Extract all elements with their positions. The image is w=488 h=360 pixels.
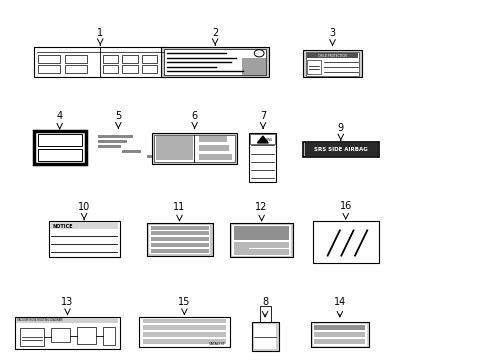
Bar [139,317,229,347]
Bar [34,47,166,77]
Bar [38,55,60,63]
Bar [143,325,225,330]
Text: 10: 10 [78,202,90,212]
Bar [122,55,138,63]
Bar [20,328,44,346]
Text: 6: 6 [191,111,197,121]
Bar [233,242,289,255]
Bar [310,322,368,347]
Text: WARNING: WARNING [259,138,272,143]
Text: 9: 9 [337,123,343,133]
Text: SRS SIDE AIRBAG: SRS SIDE AIRBAG [314,147,367,152]
Bar [251,322,278,351]
Bar [303,142,378,157]
Text: 5: 5 [115,111,121,121]
Text: VACUUM HOSE ROUTING DIAGRAM: VACUUM HOSE ROUTING DIAGRAM [17,318,62,322]
Bar [229,223,293,257]
Text: 4: 4 [57,111,62,121]
Bar [65,55,87,63]
Text: 15: 15 [178,297,190,307]
Bar [150,237,208,241]
Bar [312,221,378,263]
Bar [249,133,276,182]
Text: 11: 11 [173,202,185,212]
Bar [232,225,290,256]
Bar [150,243,208,247]
Bar [142,65,157,73]
Bar [199,154,231,160]
Bar [98,135,133,138]
Bar [314,325,365,330]
Bar [150,226,208,230]
Bar [306,53,357,58]
Bar [38,65,60,73]
Bar [250,134,275,144]
Bar [122,65,138,73]
Bar [150,249,208,253]
Text: 14: 14 [333,297,346,307]
Bar [146,223,212,256]
Bar [161,47,268,77]
Bar [38,149,81,161]
Bar [156,143,193,160]
Bar [164,49,265,75]
Bar [260,306,270,322]
Bar [149,225,210,254]
Bar [314,332,365,337]
Bar [143,319,225,323]
Bar [146,155,161,158]
Text: 7: 7 [260,111,265,121]
Bar [199,145,229,151]
Text: 12: 12 [255,202,267,212]
Bar [242,58,265,75]
Polygon shape [257,136,267,143]
Bar [51,328,70,342]
Bar [199,136,226,142]
Bar [143,339,225,344]
Bar [98,145,121,148]
Bar [314,339,365,344]
Text: 1: 1 [97,28,103,38]
Bar [34,131,85,164]
Bar [49,221,120,257]
Text: 3: 3 [329,28,335,38]
Bar [143,332,225,337]
Text: 8: 8 [262,297,267,307]
Bar [122,150,141,153]
Bar [312,324,366,346]
Text: 13: 13 [61,297,74,307]
Bar [151,133,237,164]
Text: 2: 2 [212,28,218,38]
Bar [150,231,208,235]
Text: NOTICE: NOTICE [52,224,73,229]
Bar [142,55,157,63]
Bar [303,50,361,77]
Bar [154,135,234,162]
Text: CATALYST: CATALYST [208,342,225,346]
Bar [306,60,320,74]
Bar [254,324,276,349]
Bar [102,65,118,73]
Bar [77,327,96,344]
Bar [304,143,377,156]
Text: 16: 16 [339,201,351,211]
Bar [98,140,127,143]
Bar [50,222,118,229]
Bar [233,226,289,240]
Bar [38,134,81,146]
Bar [15,317,120,349]
Bar [102,55,118,63]
Bar [16,318,118,323]
Bar [156,136,193,145]
Bar [65,65,87,73]
Bar [305,52,359,76]
Text: CHILD PROTECTION: CHILD PROTECTION [318,54,346,58]
Bar [102,327,115,345]
